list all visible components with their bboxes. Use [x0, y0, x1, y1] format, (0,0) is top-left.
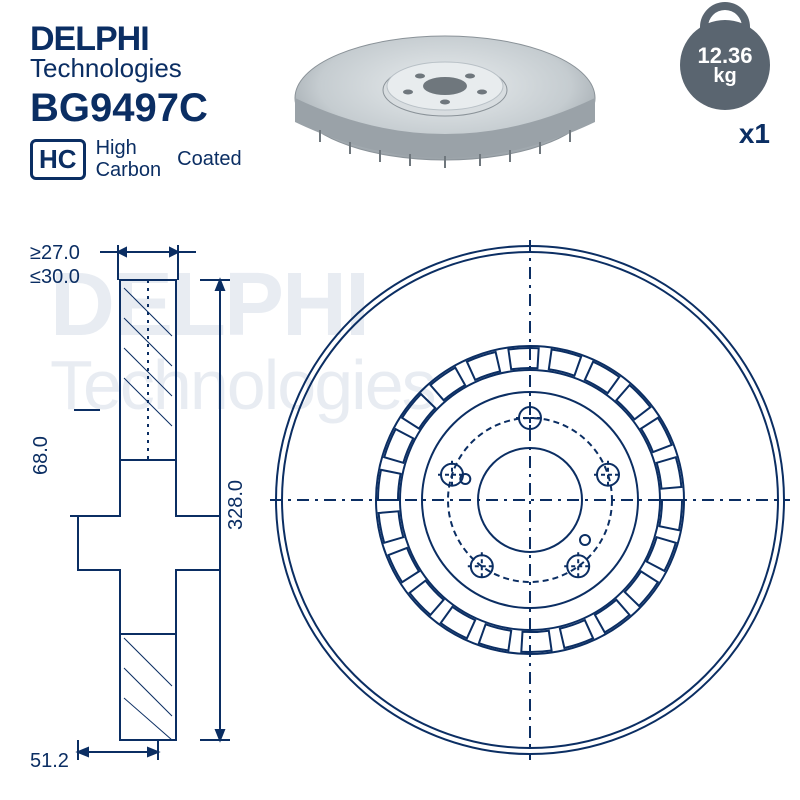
hc-row: HC High Carbon Coated	[30, 137, 242, 181]
dim-hub-height: 68.0	[30, 436, 53, 475]
part-number: BG9497C	[30, 86, 242, 131]
product-photo	[280, 20, 610, 205]
hc-text: High Carbon	[96, 137, 162, 181]
disc-photo-svg	[280, 20, 610, 200]
kettlebell-icon: 12.36 kg	[680, 20, 770, 110]
le-sym: ≤	[30, 266, 41, 288]
hc-line1: High	[96, 137, 137, 159]
coated-text: Coated	[177, 148, 242, 170]
header-block: DELPHI Technologies BG9497C HC High Carb…	[30, 20, 242, 181]
hc-badge: HC	[30, 139, 86, 180]
hc-line2: Carbon	[96, 159, 162, 181]
quantity-label: x1	[680, 118, 770, 150]
weight-unit: kg	[713, 65, 736, 88]
diagram-area: ≥27.0 ≤30.0 68.0 51.2 328.0	[30, 230, 780, 780]
brand-sub: Technologies	[30, 53, 242, 84]
front-view-svg	[270, 240, 790, 760]
weight-badge: 12.36 kg .kettlebell::before{border-colo…	[680, 20, 770, 150]
ge-sym: ≥	[30, 242, 41, 264]
dim-hub-diameter: 51.2	[30, 750, 69, 773]
side-view-svg	[70, 240, 240, 780]
